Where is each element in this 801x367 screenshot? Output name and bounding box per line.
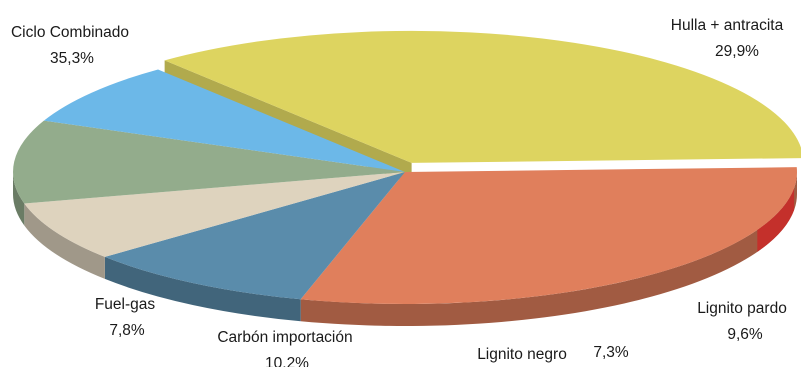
label-lignito-pardo-value: 9,6% (727, 326, 763, 343)
label-lignito-negro-name: Lignito negro (477, 346, 567, 363)
label-lignito-negro-value: 7,3% (593, 344, 629, 361)
label-carbon-importacion-name: Carbón importación (217, 329, 352, 346)
pie-labels: Hulla + antracita 29,9% Lignito pardo 9,… (11, 17, 787, 367)
label-hulla-antracita-name: Hulla + antracita (671, 17, 784, 34)
label-fuel-gas-value: 7,8% (109, 322, 145, 339)
slice-edge-hulla-antracita (757, 188, 795, 252)
label-lignito-pardo-name: Lignito pardo (697, 300, 787, 317)
slice-lignito-negro (24, 172, 405, 257)
label-ciclo-combinado-value: 35,3% (50, 50, 94, 67)
slice-side-carbon-importacion (13, 172, 25, 226)
slice-side-lignito-pardo (104, 256, 301, 322)
pie-slices (12, 30, 801, 326)
slice-fuel-gas (43, 69, 406, 172)
label-carbon-importacion-value: 10,2% (265, 355, 309, 367)
label-hulla-antracita-value: 29,9% (715, 43, 759, 60)
slice-side-hulla-antracita (300, 172, 797, 326)
label-fuel-gas-name: Fuel-gas (95, 296, 156, 313)
slice-carbon-importacion (12, 120, 406, 204)
slice-hulla-antracita (300, 167, 797, 304)
slice-ciclo-combinado (164, 30, 801, 163)
label-ciclo-combinado-name: Ciclo Combinado (11, 24, 129, 41)
slice-side-lignito-negro (24, 203, 105, 279)
slice-lignito-pardo (104, 172, 405, 300)
